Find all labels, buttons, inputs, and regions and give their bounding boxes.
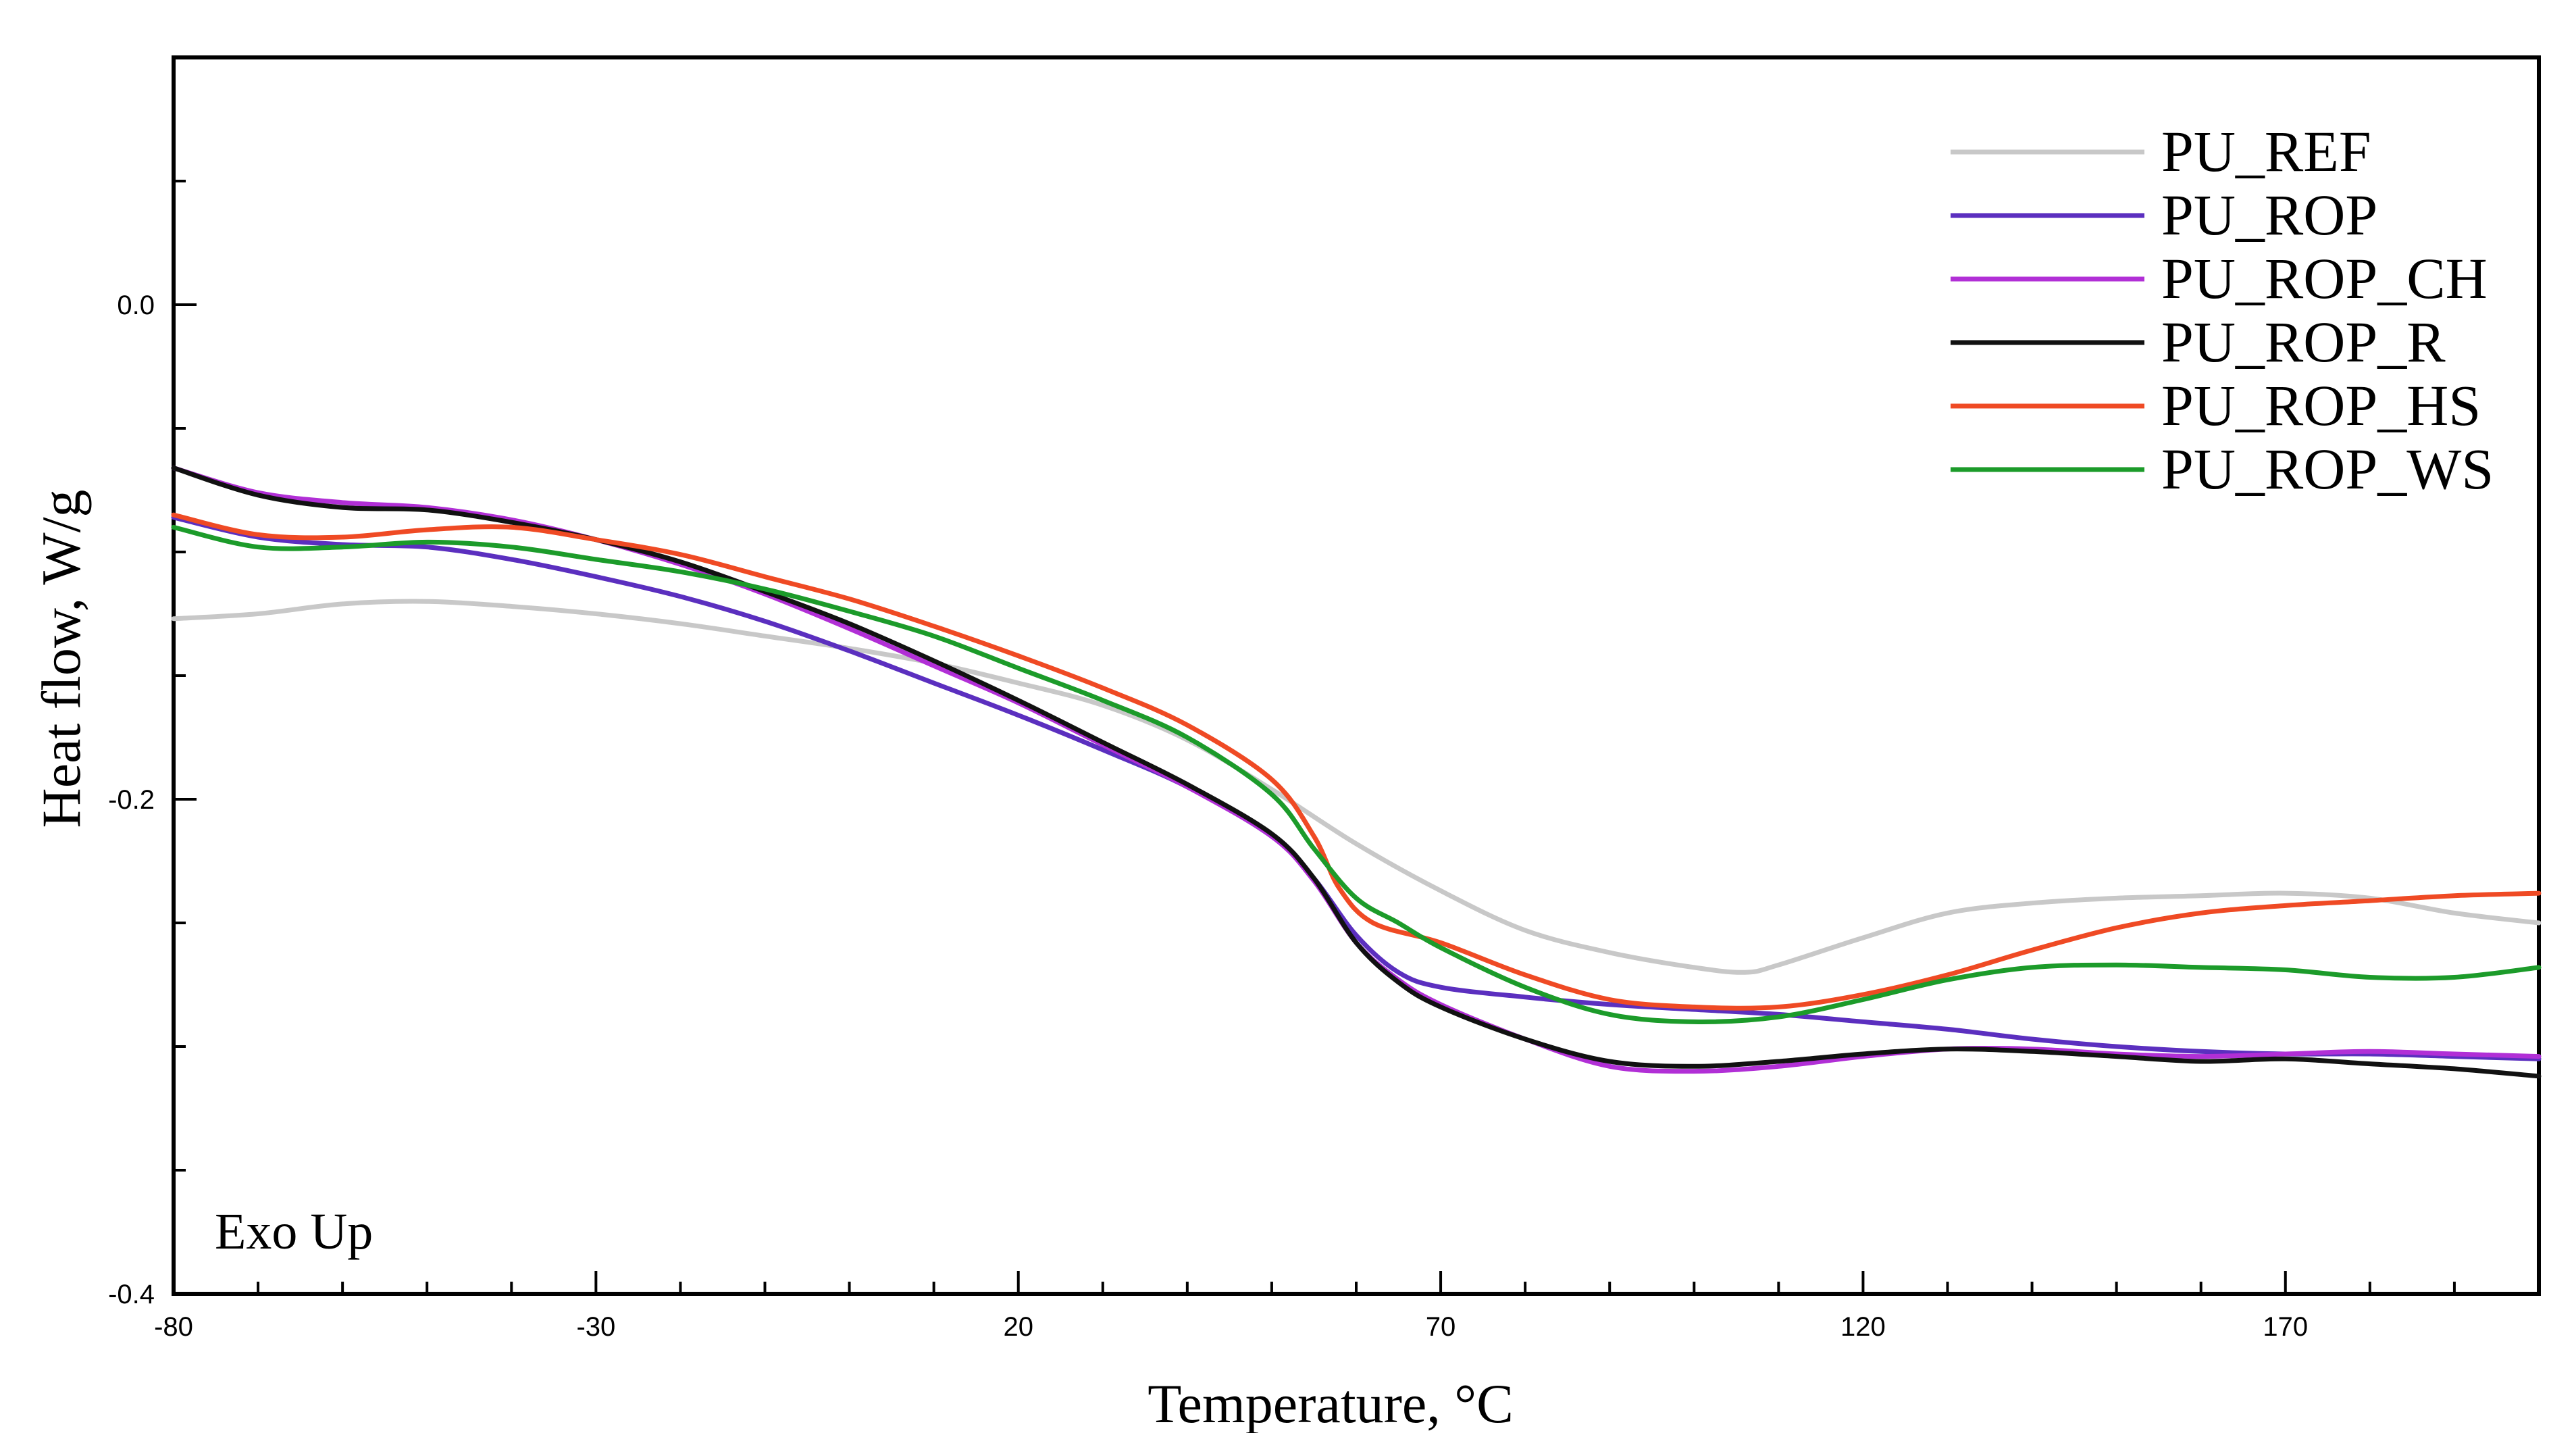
- y-axis-title: Heat flow, W/g: [30, 490, 92, 828]
- series-line-pu-ref: [171, 599, 2542, 975]
- legend-label: PU_ROP_R: [2161, 309, 2446, 374]
- x-tick-label: -30: [576, 1312, 615, 1342]
- legend-label: PU_REF: [2161, 119, 2371, 184]
- legend-label: PU_ROP_CH: [2161, 246, 2488, 311]
- x-tick-label: 70: [1426, 1312, 1456, 1342]
- x-axis-title: Temperature, °C: [1148, 1373, 1514, 1433]
- y-tick-label: 0.0: [117, 291, 155, 320]
- legend-label: PU_ROP: [2161, 182, 2377, 247]
- x-tick-label: 20: [1003, 1312, 1033, 1342]
- series-line-pu-rop-r: [171, 466, 2542, 1079]
- series-line-pu-rop-hs: [171, 512, 2542, 1011]
- y-axis-ticks: 0.0 -0.2 -0.4: [108, 56, 197, 1309]
- legend-label: PU_ROP_HS: [2161, 373, 2481, 438]
- x-tick-label: 120: [1840, 1312, 1886, 1342]
- legend-label: PU_ROP_WS: [2161, 436, 2494, 501]
- exo-up-annotation: Exo Up: [215, 1203, 373, 1260]
- y-tick-label: -0.4: [108, 1280, 155, 1309]
- series-lines: [171, 466, 2542, 1079]
- series-line-pu-rop: [171, 515, 2542, 1061]
- x-tick-label: 170: [2263, 1312, 2308, 1342]
- x-axis-ticks: -80 -30 20 70 120 170: [154, 1271, 2540, 1342]
- series-line-pu-rop-ch: [171, 466, 2542, 1074]
- y-tick-label: -0.2: [108, 785, 155, 815]
- series-line-pu-rop-ws: [171, 524, 2542, 1024]
- legend: PU_REFPU_ROPPU_ROP_CHPU_ROP_RPU_ROP_HSPU…: [1951, 119, 2494, 501]
- x-tick-label: -80: [154, 1312, 193, 1342]
